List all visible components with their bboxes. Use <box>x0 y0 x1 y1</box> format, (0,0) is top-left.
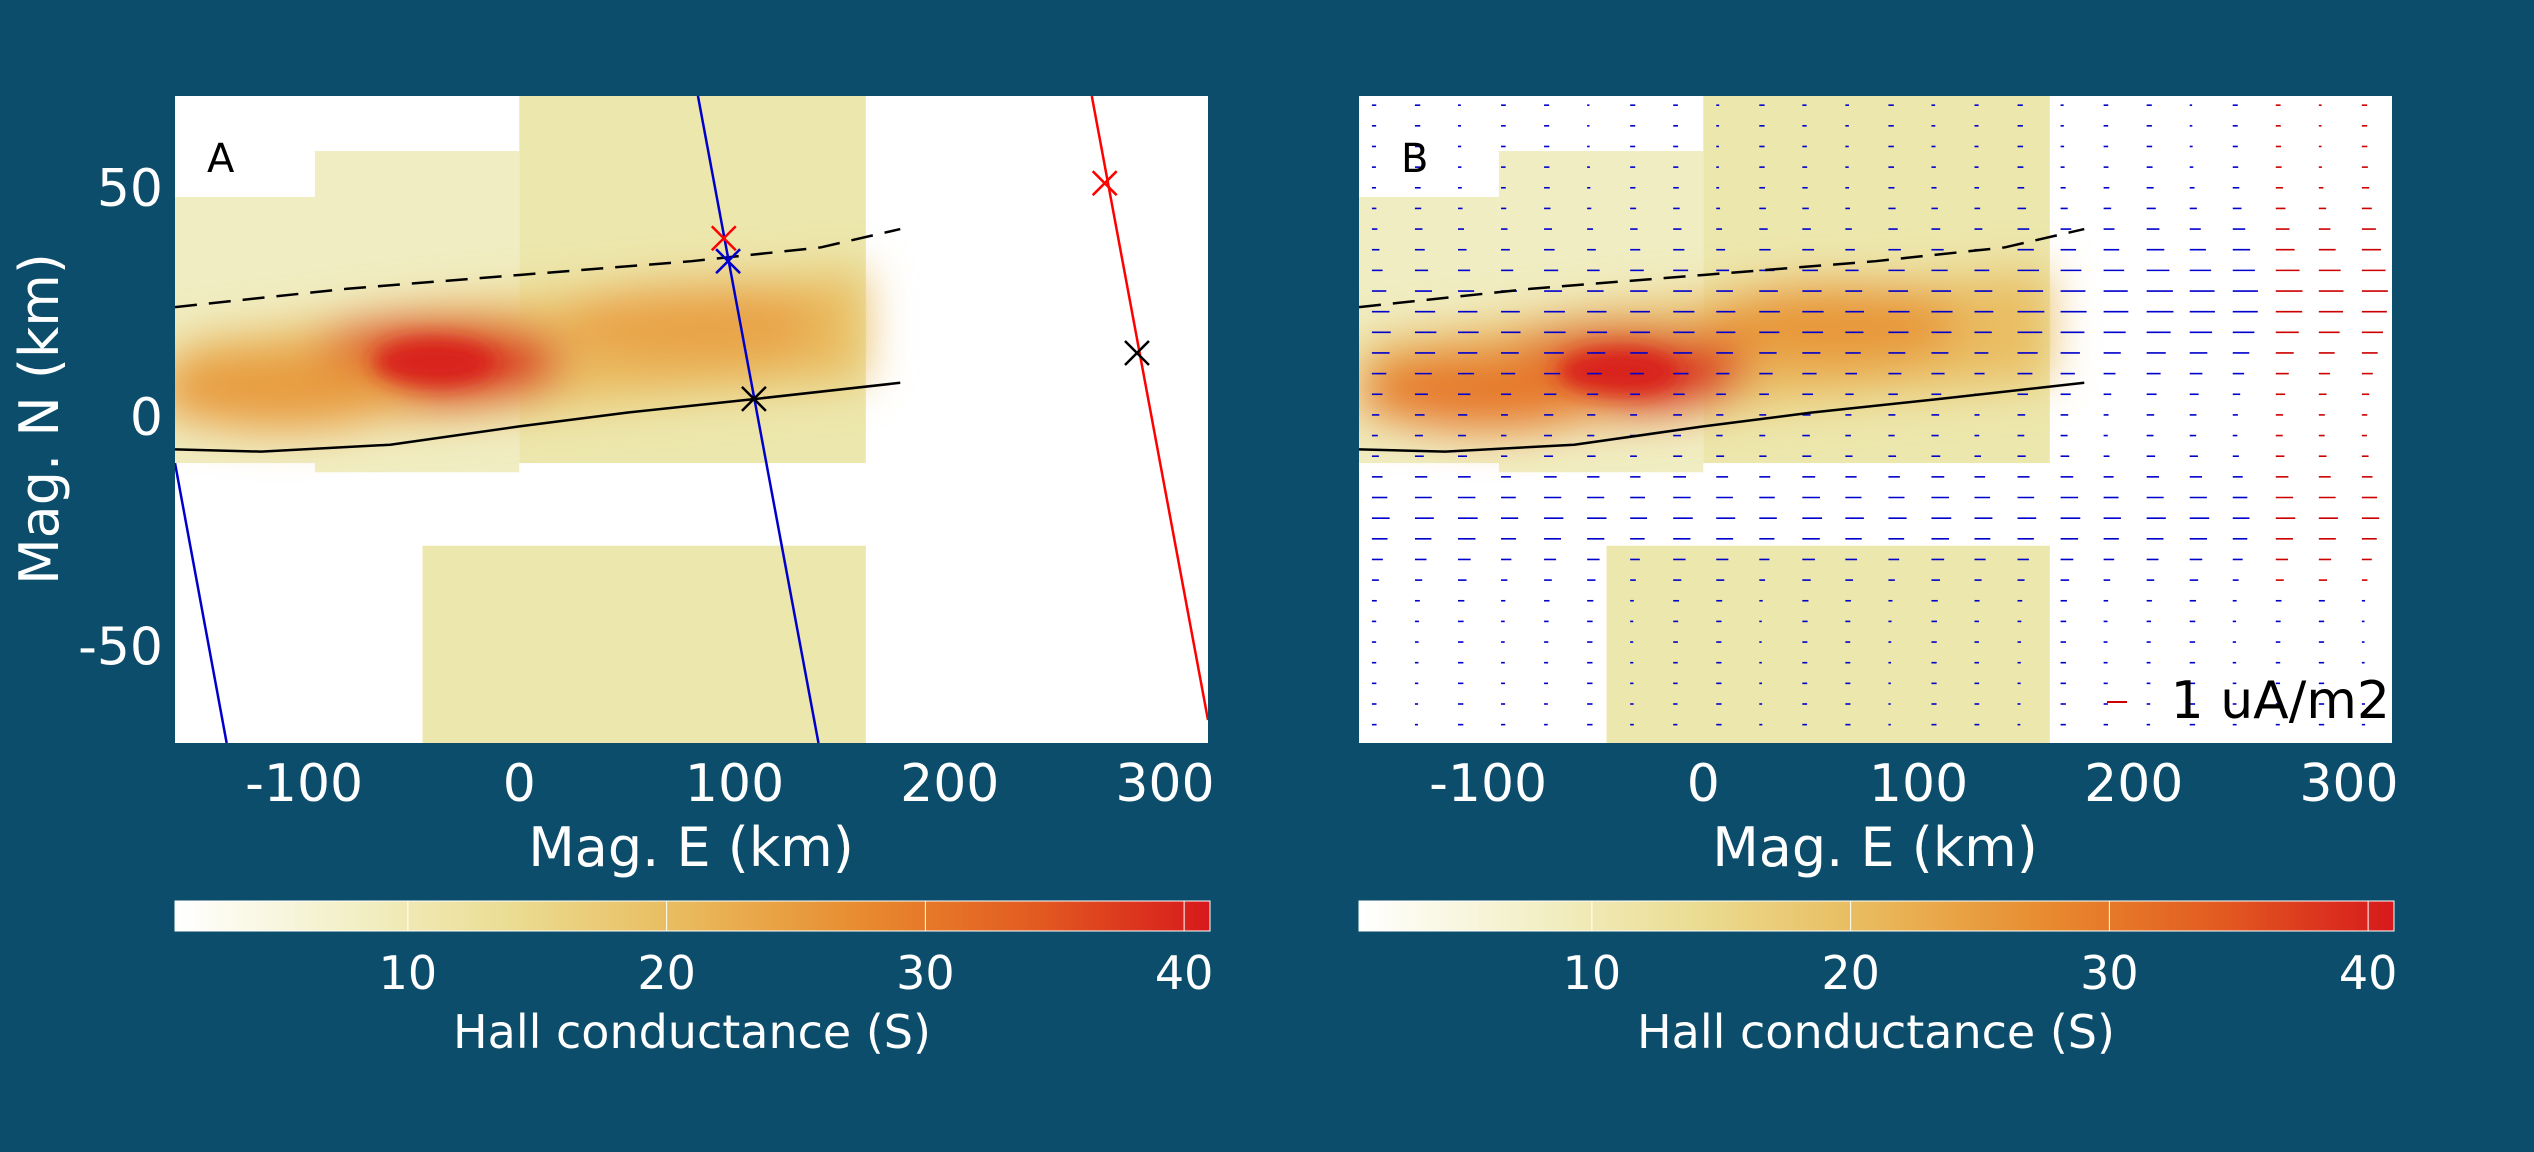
panel-b-xlabel: Mag. E (km) <box>1712 816 2038 879</box>
cross-marker-4 <box>1124 340 1150 366</box>
panel-a-ytick-0: 50 <box>97 159 163 219</box>
panel-b-xtick-4: 300 <box>2299 754 2398 814</box>
panel-b-xtick-1: 0 <box>1687 754 1720 814</box>
panel-a-label: A <box>207 136 235 182</box>
line-blue-track-1 <box>175 462 228 743</box>
line-solid <box>175 381 901 453</box>
colorbar-b-tick-0: 10 <box>1563 946 1622 1000</box>
colorbar-a-gradient <box>174 900 1211 932</box>
heat-peak-2 <box>561 285 822 366</box>
heat-band-3 <box>422 545 866 743</box>
heat-peak-core <box>373 340 494 385</box>
cross-marker-1 <box>715 248 741 275</box>
panel-a-xtick-2: 100 <box>685 754 784 814</box>
colorbar-b-tick-2: 30 <box>2080 946 2139 1000</box>
colorbar-b-gradient <box>1358 900 2395 932</box>
colorbar-a-tick-2: 30 <box>896 946 955 1000</box>
cross-marker-2 <box>741 385 767 412</box>
colorbar-a-tick-1: 20 <box>637 946 696 1000</box>
colorbar-a-tick-3: 40 <box>1155 946 1214 1000</box>
colorbar-b: 10 20 30 40 Hall conductance (S) <box>1358 900 2398 1059</box>
line-solid <box>1359 381 2085 453</box>
heat-peak-core <box>1557 349 1678 394</box>
heat-band-3 <box>1606 545 2050 743</box>
heat-peak-1 <box>1359 349 1619 430</box>
panel-a-ytick-2: -50 <box>78 618 163 678</box>
colorbar-a-label: Hall conductance (S) <box>453 1005 931 1059</box>
colorbar-b-tick-1: 20 <box>1821 946 1880 1000</box>
heat-peak-2 <box>1702 285 1963 366</box>
colorbar-a-tick-0: 10 <box>379 946 438 1000</box>
heat-peak-1 <box>175 349 413 430</box>
panel-a-xtick-4: 300 <box>1115 754 1214 814</box>
panel-a-xtick-0: -100 <box>245 754 363 814</box>
line-blue-track-2 <box>696 96 820 743</box>
colorbar-b-label: Hall conductance (S) <box>1637 1005 2115 1059</box>
panel-b-xtick-2: 100 <box>1869 754 1968 814</box>
panel-a-ylabel: Mag. N (km) <box>8 253 71 585</box>
panel-b-plot: B 1 uA/m2 -100 0 100 200 300 Mag. E (km) <box>1359 96 2399 879</box>
colorbar-a: 10 20 30 40 Hall conductance (S) <box>174 900 1214 1059</box>
line-dashed <box>1359 227 2085 309</box>
panel-a-ytick-1: 0 <box>130 388 163 448</box>
panel-a-xlabel: Mag. E (km) <box>528 816 854 879</box>
panel-b-xtick-0: -100 <box>1429 754 1547 814</box>
panel-a-xtick-3: 200 <box>900 754 999 814</box>
line-dashed <box>175 227 901 309</box>
panel-b-label: B <box>1401 136 1428 182</box>
cross-marker-3 <box>1091 170 1118 197</box>
vector-key-label: 1 uA/m2 <box>2171 671 2390 731</box>
line-red-track <box>1090 96 1208 721</box>
colorbar-b-tick-3: 40 <box>2339 946 2398 1000</box>
panel-a-xtick-1: 0 <box>503 754 536 814</box>
cross-marker-0 <box>710 225 737 252</box>
panel-a-plot: A -100 0 100 200 300 50 0 -50 Mag. E (km) Mag.… <box>8 96 1215 879</box>
panel-b-xtick-3: 200 <box>2084 754 2183 814</box>
